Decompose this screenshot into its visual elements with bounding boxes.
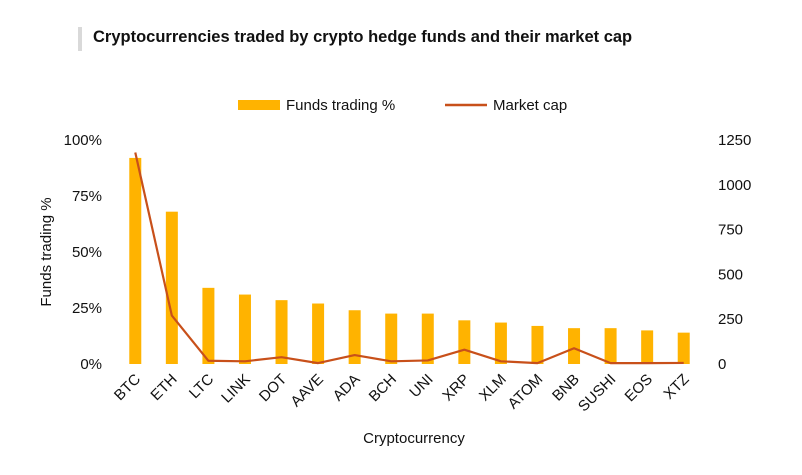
bar-series xyxy=(129,157,690,364)
bar-xlm xyxy=(494,322,507,364)
x-tick-label: LINK xyxy=(218,371,254,407)
legend: Funds trading % Market cap xyxy=(238,97,567,114)
market-cap-line xyxy=(134,152,684,365)
y-tick-label: 25% xyxy=(72,300,102,317)
y2-tick-label: 250 xyxy=(718,311,743,328)
x-tick-label: SUSHI xyxy=(575,371,619,415)
bar-xtz xyxy=(677,332,690,364)
bar-aave xyxy=(312,303,325,364)
y2-tick-label: 1250 xyxy=(718,132,751,149)
x-tick-label: ETH xyxy=(147,371,180,404)
x-tick-label: UNI xyxy=(406,371,436,401)
y2-tick-label: 1000 xyxy=(718,177,751,194)
y-tick-label: 100% xyxy=(64,132,102,149)
x-tick-label: BCH xyxy=(366,371,400,405)
legend-label-funds: Funds trading % xyxy=(286,97,395,114)
y-axis-left-ticks: 0% 25% 50% 75% 100% xyxy=(64,132,102,373)
x-axis-label: Cryptocurrency xyxy=(363,430,465,447)
bar-sushi xyxy=(604,328,617,364)
x-tick-label: ATOM xyxy=(505,371,547,413)
bar-ada xyxy=(348,310,361,364)
bar-btc xyxy=(129,157,142,364)
chart-title: Cryptocurrencies traded by crypto hedge … xyxy=(93,28,633,46)
y2-tick-label: 0 xyxy=(718,356,726,373)
line-series xyxy=(134,152,684,365)
x-tick-label: XTZ xyxy=(660,371,692,403)
bar-eth xyxy=(165,211,178,364)
bar-dot xyxy=(275,300,288,364)
y-tick-label: 75% xyxy=(72,188,102,205)
y-axis-right-ticks: 0 250 500 750 1000 1250 xyxy=(718,132,751,373)
x-tick-label: LTC xyxy=(186,371,217,402)
bar-xrp xyxy=(458,320,471,364)
y2-tick-label: 500 xyxy=(718,266,743,283)
y2-tick-label: 750 xyxy=(718,222,743,239)
bar-bch xyxy=(385,313,398,364)
legend-swatch-funds xyxy=(238,100,280,110)
x-tick-label: EOS xyxy=(622,371,656,405)
x-tick-label: XRP xyxy=(439,371,473,405)
bar-bnb xyxy=(568,328,581,364)
bar-link xyxy=(238,294,251,364)
legend-label-market-cap: Market cap xyxy=(493,97,567,114)
bar-ltc xyxy=(202,287,215,364)
x-tick-label: ADA xyxy=(330,371,364,405)
y-tick-label: 0% xyxy=(80,356,102,373)
y-axis-label: Funds trading % xyxy=(38,197,55,306)
x-tick-label: AAVE xyxy=(287,371,327,411)
bar-atom xyxy=(531,325,544,364)
x-tick-label: DOT xyxy=(256,371,290,405)
bar-uni xyxy=(421,313,434,364)
x-tick-label: BTC xyxy=(111,371,144,404)
y-tick-label: 50% xyxy=(72,244,102,261)
bar-eos xyxy=(641,330,654,364)
title-accent-bar xyxy=(78,27,82,51)
